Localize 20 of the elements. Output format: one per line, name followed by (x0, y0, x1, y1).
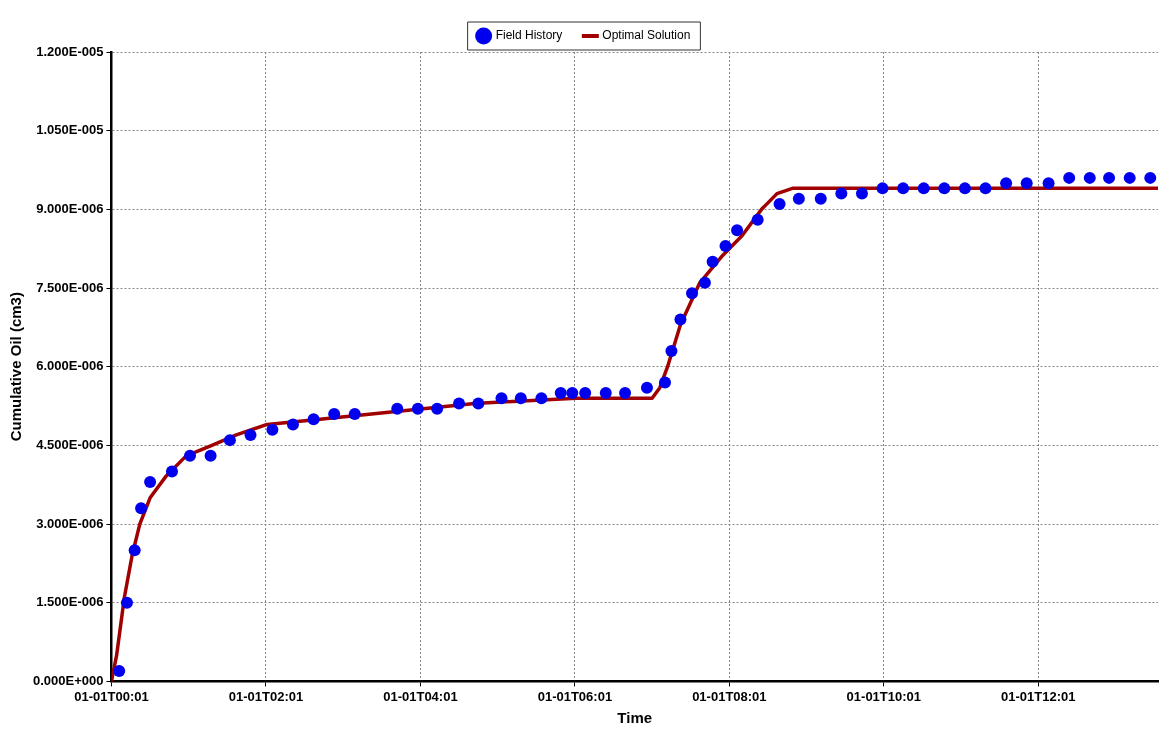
x-tick-label: 01-01T02:01 (228, 688, 304, 704)
x-tick-label: 01-01T10:01 (846, 688, 922, 704)
y-tick-label: 0.000E+000 (33, 672, 104, 688)
y-tick-label: 7.500E-006 (36, 279, 104, 295)
legend-label: Field History (495, 28, 563, 43)
y-axis-title: Cumulative Oil (cm3) (7, 292, 25, 442)
y-tick-label: 1.500E-006 (36, 594, 104, 610)
y-tick-label: 1.200E-005 (36, 43, 104, 59)
x-tick-label: 01-01T12:01 (1001, 688, 1076, 704)
x-axis-title: Time (617, 709, 653, 727)
y-tick-label: 1.050E-005 (36, 122, 104, 138)
x-tick-label: 01-01T00:01 (74, 688, 149, 704)
x-tick-label: 01-01T08:01 (692, 688, 767, 704)
y-tick-label: 9.000E-006 (36, 200, 104, 216)
x-tick-label: 01-01T06:01 (537, 688, 613, 704)
y-tick-label: 6.000E-006 (36, 358, 104, 374)
x-tick-label: 01-01T04:01 (383, 688, 458, 704)
legend-label: Optimal Solution (602, 28, 691, 43)
y-tick-label: 4.500E-006 (36, 436, 104, 452)
y-tick-label: 3.000E-006 (36, 515, 104, 531)
